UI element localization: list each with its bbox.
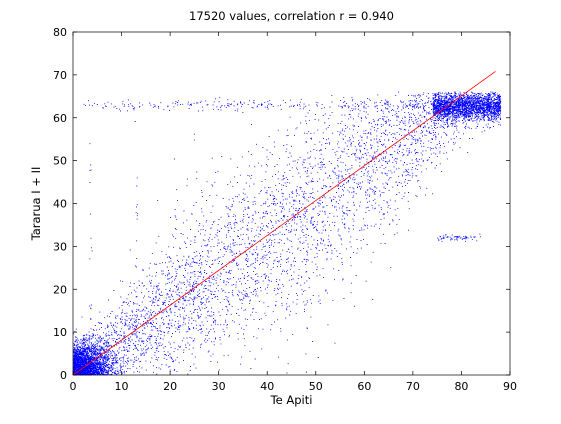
x-tick-label: 50 xyxy=(309,380,323,393)
y-tick-label: 0 xyxy=(60,369,67,382)
x-tick-label: 60 xyxy=(357,380,371,393)
x-tick-label: 40 xyxy=(260,380,274,393)
y-tick-label: 30 xyxy=(53,240,67,253)
y-tick-label: 50 xyxy=(53,155,67,168)
y-tick-label: 70 xyxy=(53,69,67,82)
y-tick-label: 40 xyxy=(53,198,67,211)
x-tick-label: 90 xyxy=(503,380,517,393)
x-tick-label: 10 xyxy=(115,380,129,393)
scatter-point-group xyxy=(73,91,501,376)
x-tick-label: 80 xyxy=(454,380,468,393)
regression-line xyxy=(72,71,496,376)
y-tick-label: 20 xyxy=(53,283,67,296)
x-tick-label: 70 xyxy=(406,380,420,393)
y-tick-label: 10 xyxy=(53,326,67,339)
y-tick-label: 60 xyxy=(53,112,67,125)
x-axis-label: Te Apiti xyxy=(270,393,313,407)
scatter-points xyxy=(73,91,502,376)
x-tick-label: 30 xyxy=(212,380,226,393)
y-tick-label: 80 xyxy=(53,26,67,39)
x-tick-label: 20 xyxy=(163,380,177,393)
y-axis-ticks: 0 10 20 30 40 50 60 70 80 xyxy=(53,26,510,382)
y-axis-label: Tararua I + II xyxy=(29,167,43,242)
x-tick-label: 0 xyxy=(70,380,77,393)
scatter-point-group xyxy=(83,91,502,374)
chart-title: 17520 values, correlation r = 0.940 xyxy=(189,9,394,23)
x-axis-ticks: 0 10 20 30 40 50 60 70 80 90 xyxy=(70,32,517,393)
